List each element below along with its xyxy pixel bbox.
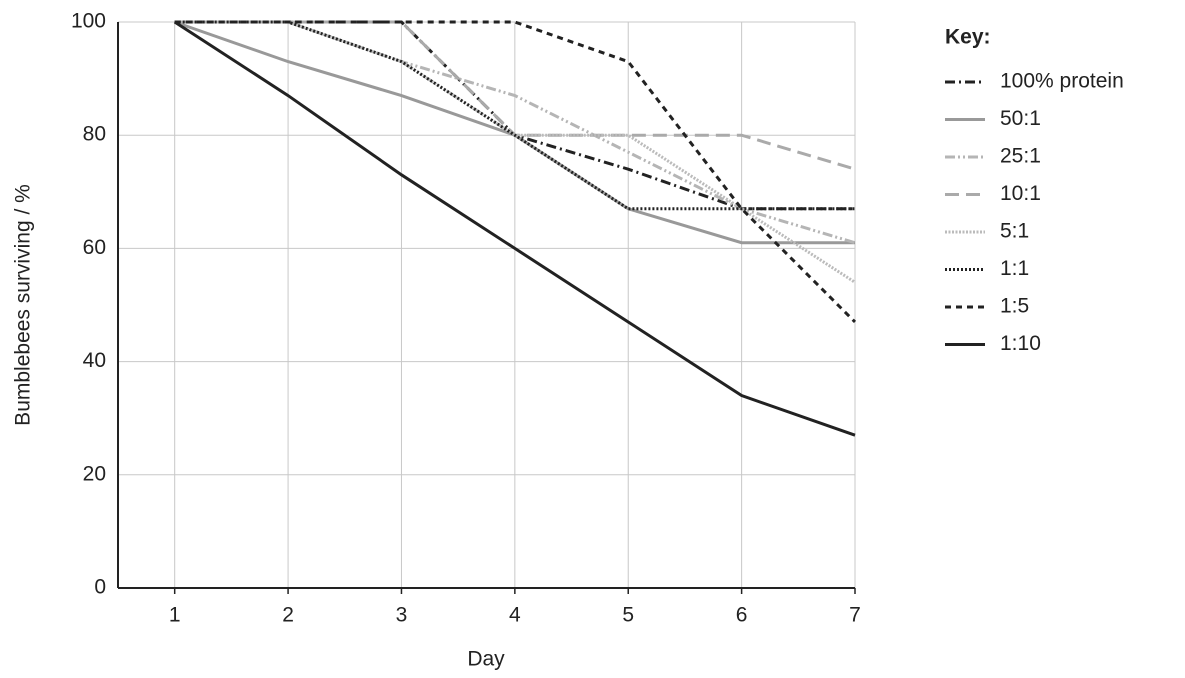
y-axis-label: Bumblebees surviving / %	[12, 184, 35, 426]
y-tick-label: 20	[83, 462, 106, 485]
legend-title: Key:	[945, 26, 991, 49]
legend-label: 100% protein	[1000, 70, 1124, 93]
y-tick-label: 0	[94, 576, 106, 599]
y-tick-label: 80	[83, 123, 106, 146]
legend-label: 1:5	[1000, 295, 1029, 318]
legend-label: 50:1	[1000, 107, 1041, 130]
series-line	[173, 20, 856, 437]
y-tick-label: 40	[83, 349, 106, 372]
x-tick-label: 3	[396, 604, 408, 627]
x-tick-label: 5	[622, 604, 634, 627]
legend-label: 25:1	[1000, 145, 1041, 168]
x-tick-label: 4	[509, 604, 521, 627]
x-tick-label: 1	[169, 604, 181, 627]
legend-label: 1:10	[1000, 332, 1041, 355]
x-tick-label: 2	[282, 604, 294, 627]
legend-label: 10:1	[1000, 182, 1041, 205]
legend-label: 1:1	[1000, 257, 1029, 280]
legend-label: 5:1	[1000, 220, 1029, 243]
x-axis-label: Day	[467, 648, 505, 671]
y-tick-label: 100	[71, 10, 106, 33]
y-tick-label: 60	[83, 236, 106, 259]
series-line	[174, 20, 857, 324]
x-tick-label: 7	[849, 604, 861, 627]
x-tick-label: 6	[736, 604, 748, 627]
